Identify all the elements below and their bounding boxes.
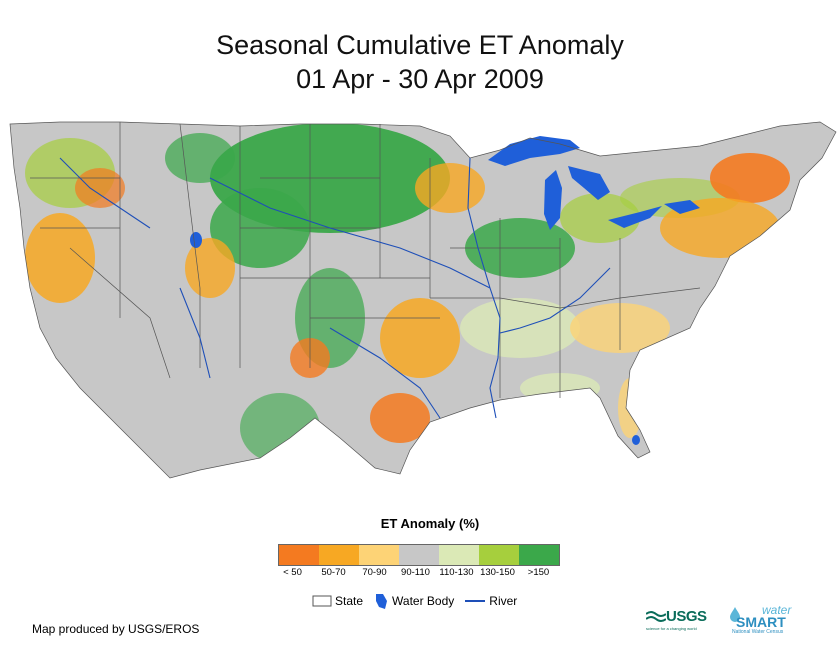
- usgs-wave-icon: [646, 610, 666, 622]
- river-line-icon: [465, 600, 486, 602]
- legend-label-1: 50-70: [321, 567, 346, 578]
- legend-color-bar: [278, 544, 560, 566]
- legend-label-6: >150: [527, 567, 550, 578]
- usgs-text: USGS: [666, 608, 707, 625]
- usgs-logo: USGS science for a changing world: [646, 608, 707, 631]
- legend-swatch-3: [399, 545, 439, 565]
- legend-swatch-0: [279, 545, 319, 565]
- national-water-census: National Water Census: [732, 629, 784, 635]
- legend-state-label: State: [335, 594, 364, 608]
- legend-title: ET Anomaly (%): [380, 516, 480, 531]
- water-drop-icon: [730, 607, 740, 622]
- watersmart-smart: SMART: [736, 614, 786, 630]
- legend-swatch-1: [319, 545, 359, 565]
- usgs-tagline: science for a changing world: [646, 626, 697, 631]
- legend-swatch-5: [479, 545, 519, 565]
- watersmart-water: water: [762, 603, 792, 617]
- map-credit: Map produced by USGS/EROS: [32, 622, 200, 636]
- title-line-2: 01 Apr - 30 Apr 2009: [296, 64, 544, 94]
- legend-water-body-label: Water Body: [392, 594, 455, 608]
- legend-label-2: 70-90: [362, 567, 387, 578]
- us-et-anomaly-map: [9, 121, 837, 479]
- legend-labels: < 50 50-70 70-90 90-110 110-130 130-150 >150: [272, 567, 559, 578]
- feature-legend: State Water Body River: [312, 592, 527, 610]
- legend-water-body: Water Body: [373, 592, 454, 610]
- legend-label-0: < 50: [283, 567, 302, 578]
- rivers: [59, 157, 611, 419]
- legend-label-3: 90-110: [401, 567, 430, 578]
- legend-swatch-6: [519, 545, 559, 565]
- legend-label-4: 110-130: [439, 567, 474, 578]
- legend-label-5: 130-150: [480, 567, 515, 578]
- title-line-1: Seasonal Cumulative ET Anomaly: [216, 30, 624, 60]
- legend-river-label: River: [489, 594, 518, 608]
- state-boundaries: [9, 121, 837, 479]
- legend-swatch-4: [439, 545, 479, 565]
- legend-swatch-2: [359, 545, 399, 565]
- map-title: Seasonal Cumulative ET Anomaly 01 Apr - …: [0, 28, 840, 96]
- legend-river: River: [464, 594, 517, 608]
- legend-state: State: [312, 594, 363, 608]
- water-body-icon: [376, 594, 388, 609]
- state-symbol-icon: [312, 595, 332, 607]
